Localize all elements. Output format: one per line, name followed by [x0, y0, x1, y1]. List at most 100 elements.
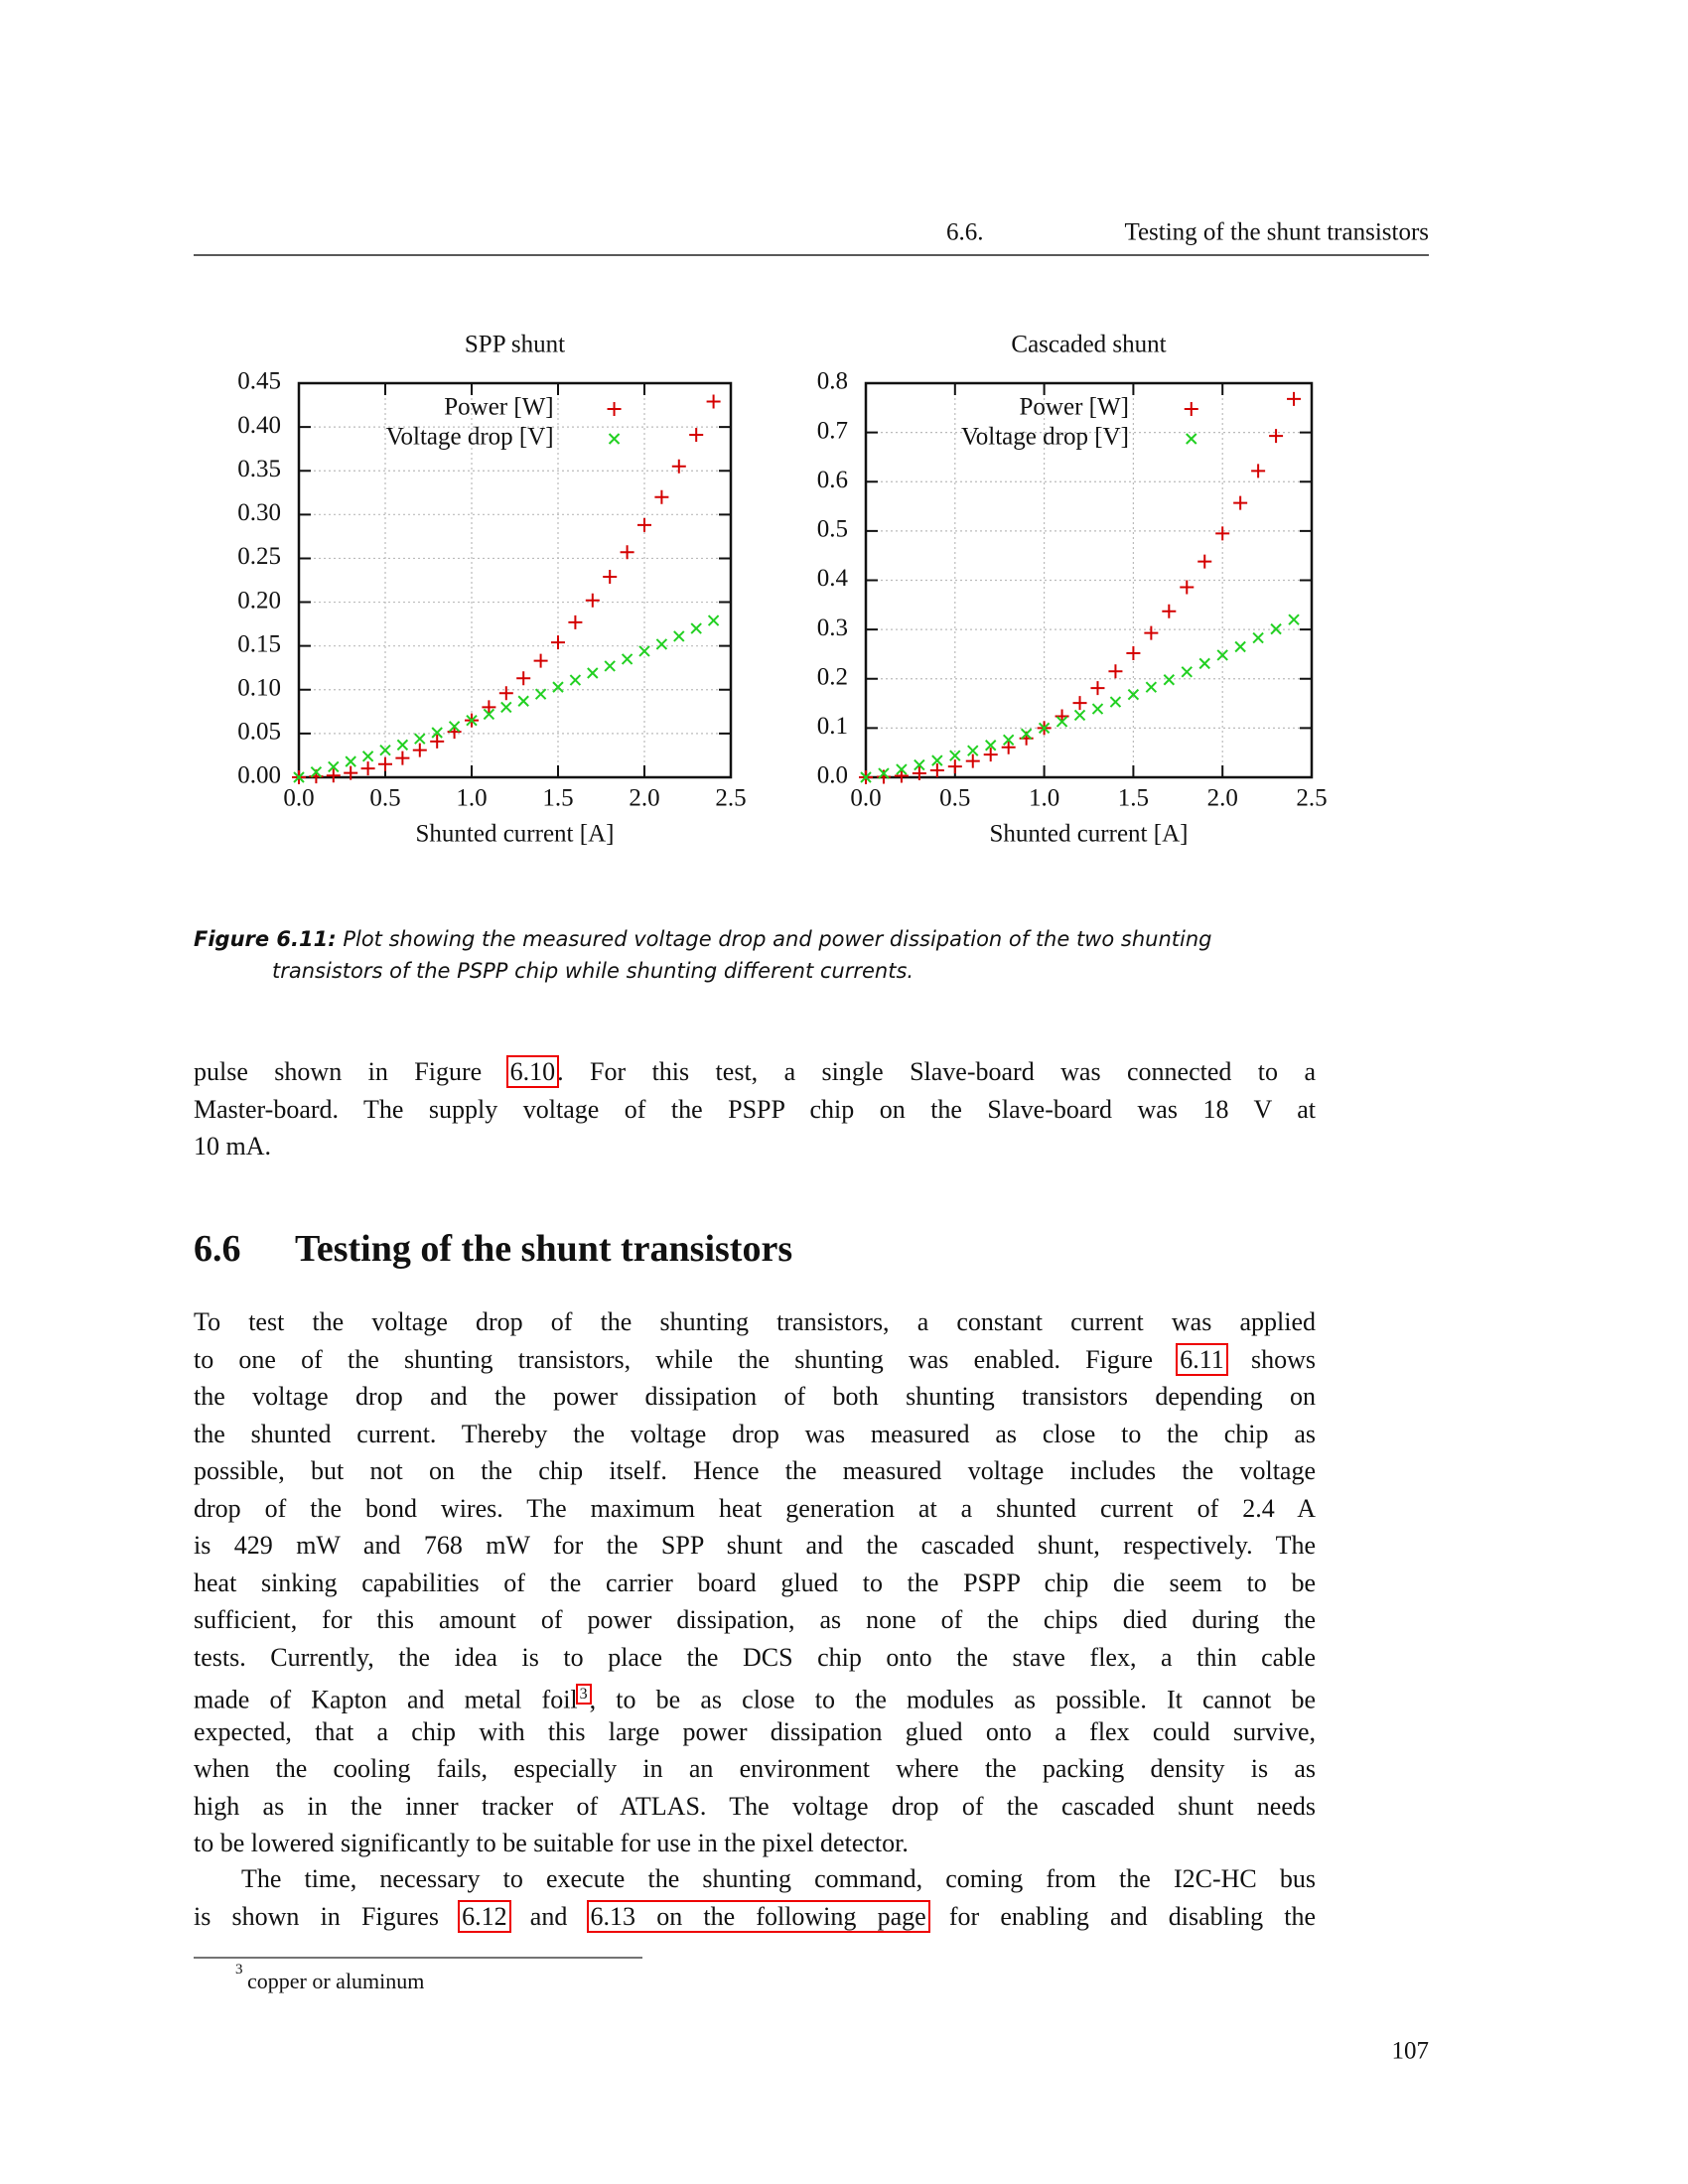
- data-point: [1216, 649, 1228, 661]
- data-point: [534, 688, 547, 700]
- text: drop of the bond wires. The maximum heat…: [194, 1493, 1316, 1523]
- legend-marker: [1184, 402, 1198, 416]
- text: and: [508, 1901, 589, 1931]
- text-line: expected, that a chip with this large po…: [194, 1713, 1316, 1750]
- x-tick-label: 2.5: [1296, 785, 1327, 812]
- text-line: tests. Currently, the idea is to place t…: [194, 1639, 1316, 1676]
- data-point: [912, 766, 926, 781]
- text: made of Kapton and metal foil: [194, 1685, 578, 1714]
- caption-text: Plot showing the measured voltage drop a…: [336, 927, 1212, 951]
- data-point: [361, 751, 374, 762]
- text: to one of the shunting transistors, whil…: [194, 1344, 1179, 1374]
- data-point: [1090, 681, 1105, 696]
- text-line: made of Kapton and metal foil 3, to be as…: [194, 1676, 1316, 1714]
- legend-marker: [1186, 433, 1197, 445]
- text-line: the voltage drop and the power dissipati…: [194, 1378, 1316, 1415]
- data-point: [1091, 703, 1104, 715]
- text: when the cooling fails, especially in an…: [194, 1754, 1316, 1783]
- data-point: [949, 750, 961, 761]
- chart-title: Cascaded shunt: [1011, 332, 1166, 358]
- data-point: [396, 739, 409, 751]
- cross-reference-link[interactable]: 6.13 on the following page: [586, 1899, 930, 1933]
- text: possible, but not on the chip itself. He…: [194, 1456, 1316, 1485]
- text-line: drop of the bond wires. The maximum heat…: [194, 1490, 1316, 1527]
- legend-label: Power [W]: [1020, 394, 1129, 421]
- text: the voltage drop and the power dissipati…: [194, 1382, 1316, 1411]
- text-line: The time, necessary to execute the shunt…: [241, 1860, 1316, 1897]
- y-tick-label: 0.05: [237, 719, 281, 746]
- y-tick-label: 0.25: [237, 543, 281, 570]
- data-point: [326, 768, 341, 783]
- cross-reference-link[interactable]: 6.10: [505, 1055, 560, 1088]
- data-point: [310, 765, 323, 778]
- data-point: [929, 763, 944, 778]
- data-point: [1269, 429, 1284, 444]
- text: to be lowered significantly to be suitab…: [194, 1829, 909, 1857]
- y-tick-label: 0.4: [817, 565, 849, 592]
- y-tick-label: 0.5: [817, 516, 848, 543]
- data-point: [673, 630, 685, 642]
- legend-marker: [608, 433, 621, 445]
- footnote-reference[interactable]: 3: [575, 1684, 592, 1705]
- y-tick-label: 0.1: [817, 713, 848, 740]
- x-tick-label: 0.5: [939, 785, 970, 812]
- data-point: [500, 701, 512, 714]
- section-title: Testing of the shunt transistors: [295, 1228, 793, 1270]
- data-point: [360, 761, 375, 776]
- text: , to be as close to the modules as possi…: [589, 1685, 1316, 1714]
- legend-label: Voltage drop [V]: [386, 424, 554, 451]
- text: 10 mA.: [194, 1132, 271, 1160]
- text-line: heat sinking capabilities of the carrier…: [194, 1565, 1316, 1601]
- text: sufficient, for this amount of power dis…: [194, 1605, 1316, 1634]
- text-line: pulse shown in Figure 6.10. For this tes…: [194, 1053, 1316, 1090]
- data-point: [1145, 681, 1158, 693]
- footnote-text: copper or aluminum: [247, 1969, 425, 1993]
- text-line: To test the voltage drop of the shunting…: [194, 1303, 1316, 1340]
- y-tick-label: 0.8: [817, 368, 848, 395]
- text-line: to be lowered significantly to be suitab…: [194, 1825, 1316, 1861]
- data-point: [1252, 631, 1264, 644]
- data-point: [483, 708, 495, 721]
- data-point: [533, 653, 548, 668]
- data-point: [914, 758, 925, 771]
- x-tick-label: 2.0: [629, 785, 659, 812]
- y-tick-label: 0.6: [817, 467, 848, 493]
- cross-reference-link[interactable]: 6.11: [1176, 1342, 1228, 1376]
- data-point: [689, 428, 704, 443]
- y-tick-label: 0.10: [237, 675, 281, 702]
- data-point: [395, 751, 410, 765]
- x-axis-label: Shunted current [A]: [990, 821, 1189, 848]
- data-point: [983, 748, 998, 762]
- data-point: [1270, 622, 1282, 635]
- plot-frame: [864, 381, 1314, 779]
- data-point: [552, 681, 564, 693]
- data-point: [328, 760, 340, 773]
- x-tick-label: 1.0: [1029, 785, 1059, 812]
- data-point: [985, 740, 997, 751]
- data-point: [638, 645, 650, 657]
- data-point: [517, 695, 529, 707]
- data-point: [482, 700, 496, 715]
- y-tick-label: 0.45: [237, 368, 281, 395]
- data-point: [344, 765, 358, 780]
- text-line: the shunted current. Thereby the voltage…: [194, 1416, 1316, 1452]
- data-point: [1251, 464, 1266, 478]
- cross-reference-link[interactable]: 6.12: [458, 1899, 511, 1933]
- x-tick-label: 0.0: [283, 785, 314, 812]
- text: To test the voltage drop of the shunting…: [194, 1307, 1316, 1336]
- legend-label: Power [W]: [444, 394, 553, 421]
- data-point: [1108, 664, 1123, 679]
- text: tests. Currently, the idea is to place t…: [194, 1642, 1316, 1672]
- plot-frame: [297, 381, 733, 779]
- data-point: [965, 753, 980, 768]
- data-point: [585, 593, 600, 608]
- x-tick-label: 1.5: [1118, 785, 1149, 812]
- data-point: [1002, 734, 1015, 746]
- data-point: [1180, 580, 1195, 595]
- footnote-mark: 3: [235, 1962, 243, 1978]
- data-point: [707, 614, 720, 626]
- text: is 429 mW and 768 mW for the SPP shunt a…: [194, 1531, 1316, 1560]
- data-point: [430, 734, 445, 749]
- data-point: [1144, 625, 1159, 640]
